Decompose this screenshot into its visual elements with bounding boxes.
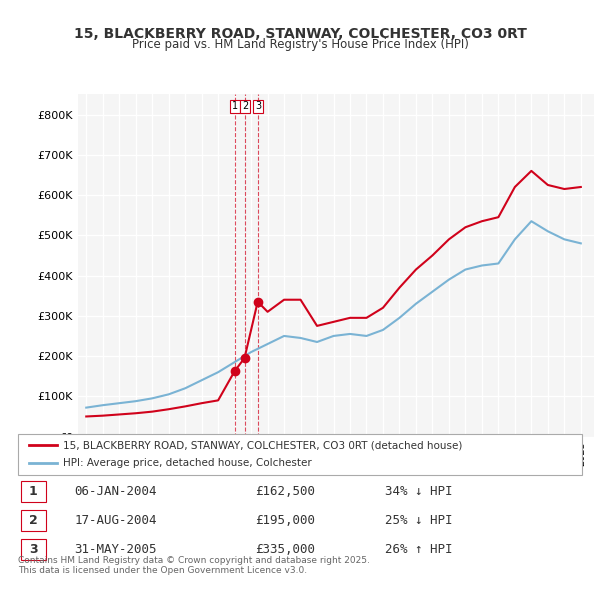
Text: 25% ↓ HPI: 25% ↓ HPI bbox=[385, 514, 452, 527]
Text: 3: 3 bbox=[29, 543, 38, 556]
Text: 15, BLACKBERRY ROAD, STANWAY, COLCHESTER, CO3 0RT (detached house): 15, BLACKBERRY ROAD, STANWAY, COLCHESTER… bbox=[63, 440, 463, 450]
Text: 2: 2 bbox=[242, 101, 248, 112]
Text: 15, BLACKBERRY ROAD, STANWAY, COLCHESTER, CO3 0RT: 15, BLACKBERRY ROAD, STANWAY, COLCHESTER… bbox=[74, 27, 526, 41]
Text: 3: 3 bbox=[255, 101, 261, 112]
Text: £195,000: £195,000 bbox=[255, 514, 315, 527]
Text: 31-MAY-2005: 31-MAY-2005 bbox=[74, 543, 157, 556]
Text: 2: 2 bbox=[29, 514, 38, 527]
Text: Contains HM Land Registry data © Crown copyright and database right 2025.
This d: Contains HM Land Registry data © Crown c… bbox=[18, 556, 370, 575]
Text: Price paid vs. HM Land Registry's House Price Index (HPI): Price paid vs. HM Land Registry's House … bbox=[131, 38, 469, 51]
Text: 34% ↓ HPI: 34% ↓ HPI bbox=[385, 484, 452, 498]
Text: £162,500: £162,500 bbox=[255, 484, 315, 498]
Text: 06-JAN-2004: 06-JAN-2004 bbox=[74, 484, 157, 498]
FancyBboxPatch shape bbox=[21, 539, 46, 560]
Text: £335,000: £335,000 bbox=[255, 543, 315, 556]
Text: 1: 1 bbox=[29, 484, 38, 498]
FancyBboxPatch shape bbox=[18, 434, 582, 475]
Text: HPI: Average price, detached house, Colchester: HPI: Average price, detached house, Colc… bbox=[63, 458, 312, 468]
FancyBboxPatch shape bbox=[21, 480, 46, 502]
FancyBboxPatch shape bbox=[21, 510, 46, 531]
Text: 17-AUG-2004: 17-AUG-2004 bbox=[74, 514, 157, 527]
Text: 1: 1 bbox=[232, 101, 238, 112]
Text: 26% ↑ HPI: 26% ↑ HPI bbox=[385, 543, 452, 556]
